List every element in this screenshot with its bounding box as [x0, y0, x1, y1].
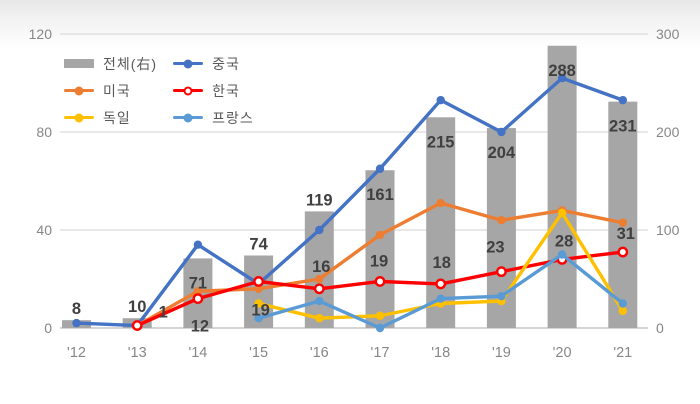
- svg-text:28: 28: [555, 232, 573, 250]
- svg-text:'21: '21: [613, 345, 632, 361]
- line-swatch-marker: [183, 59, 193, 68]
- svg-text:10: 10: [128, 298, 146, 316]
- left-axis-tick-labels: 0 40 80 120: [29, 26, 53, 336]
- svg-text:'15: '15: [249, 345, 268, 361]
- legend-label: 한국: [212, 82, 240, 99]
- legend-item-france: 프랑스: [173, 108, 254, 128]
- svg-text:8: 8: [72, 300, 81, 318]
- svg-text:288: 288: [548, 62, 576, 80]
- line-series-미국: [133, 198, 627, 330]
- right-axis-tick-labels: 0 100 200 300: [656, 26, 680, 336]
- legend-item-total: 전체(右): [64, 54, 157, 74]
- bar-swatch-rect: [64, 59, 94, 68]
- line-series-swatch: [173, 111, 204, 125]
- legend-item-korea: 한국: [173, 81, 254, 101]
- line-series-중국: [72, 73, 627, 330]
- bar-'17: [365, 170, 395, 328]
- svg-text:100: 100: [656, 222, 680, 238]
- line-swatch-marker: [183, 113, 193, 122]
- svg-text:'20: '20: [553, 345, 572, 361]
- line-swatch-marker: [183, 86, 193, 95]
- svg-text:'16: '16: [310, 345, 329, 361]
- legend-item-usa: 미국: [64, 81, 157, 101]
- svg-text:40: 40: [36, 222, 52, 238]
- line-series-swatch: [173, 57, 204, 71]
- x-axis-category-labels: '12 '13 '14 '15 '16 '17 '18 '19 '20 '21: [67, 345, 632, 361]
- line-series-swatch: [173, 84, 204, 98]
- line-series-swatch: [64, 84, 94, 98]
- line-data-labels-한국: 1 12 19 16 19 18 23 28 31: [159, 225, 635, 336]
- svg-text:74: 74: [249, 235, 268, 253]
- svg-text:12: 12: [191, 318, 209, 336]
- legend-label: 프랑스: [212, 109, 254, 126]
- line-swatch-marker: [74, 86, 84, 95]
- legend-item-china: 중국: [173, 54, 254, 74]
- legend-item-germany: 독일: [64, 108, 157, 128]
- svg-text:16: 16: [312, 258, 330, 276]
- chart-legend: 전체(右) 미국 독일 중국 한국 프랑스: [64, 50, 254, 131]
- svg-text:231: 231: [609, 118, 637, 136]
- svg-text:'14: '14: [188, 345, 207, 361]
- line-swatch-marker: [74, 113, 84, 122]
- svg-text:'12: '12: [67, 345, 86, 361]
- svg-text:'18: '18: [431, 345, 450, 361]
- svg-text:0: 0: [44, 320, 52, 336]
- svg-text:204: 204: [488, 144, 516, 162]
- bar-'21: [608, 101, 638, 329]
- svg-text:200: 200: [656, 124, 680, 140]
- svg-text:'17: '17: [371, 345, 390, 361]
- svg-text:18: 18: [433, 254, 451, 272]
- svg-text:80: 80: [36, 124, 52, 140]
- legend-label: 독일: [103, 109, 131, 126]
- bar-series-swatch: [64, 57, 94, 71]
- svg-text:300: 300: [656, 26, 680, 42]
- svg-text:120: 120: [29, 26, 53, 42]
- svg-text:31: 31: [617, 225, 635, 243]
- line-series-한국: [131, 246, 629, 331]
- bar-'18: [426, 117, 456, 328]
- line-series-프랑스: [254, 250, 627, 333]
- svg-text:1: 1: [159, 304, 168, 322]
- legend-label: 중국: [212, 55, 240, 72]
- svg-text:71: 71: [189, 274, 207, 292]
- legend-label: 미국: [103, 82, 131, 99]
- line-series-swatch: [64, 111, 94, 125]
- svg-text:'19: '19: [492, 345, 511, 361]
- bar-'20: [547, 45, 577, 328]
- svg-text:161: 161: [366, 186, 394, 204]
- legend-label: 전체(右): [103, 55, 158, 72]
- svg-text:19: 19: [370, 252, 388, 270]
- bar-data-labels: 8 10 71 74 119 161 215 204 288 231: [72, 62, 637, 318]
- svg-text:215: 215: [427, 133, 455, 151]
- svg-text:119: 119: [306, 191, 333, 209]
- svg-text:23: 23: [486, 239, 504, 257]
- svg-text:'13: '13: [128, 345, 147, 361]
- svg-text:19: 19: [251, 301, 269, 319]
- svg-text:0: 0: [656, 320, 664, 336]
- page-top-gradient: [0, 0, 700, 48]
